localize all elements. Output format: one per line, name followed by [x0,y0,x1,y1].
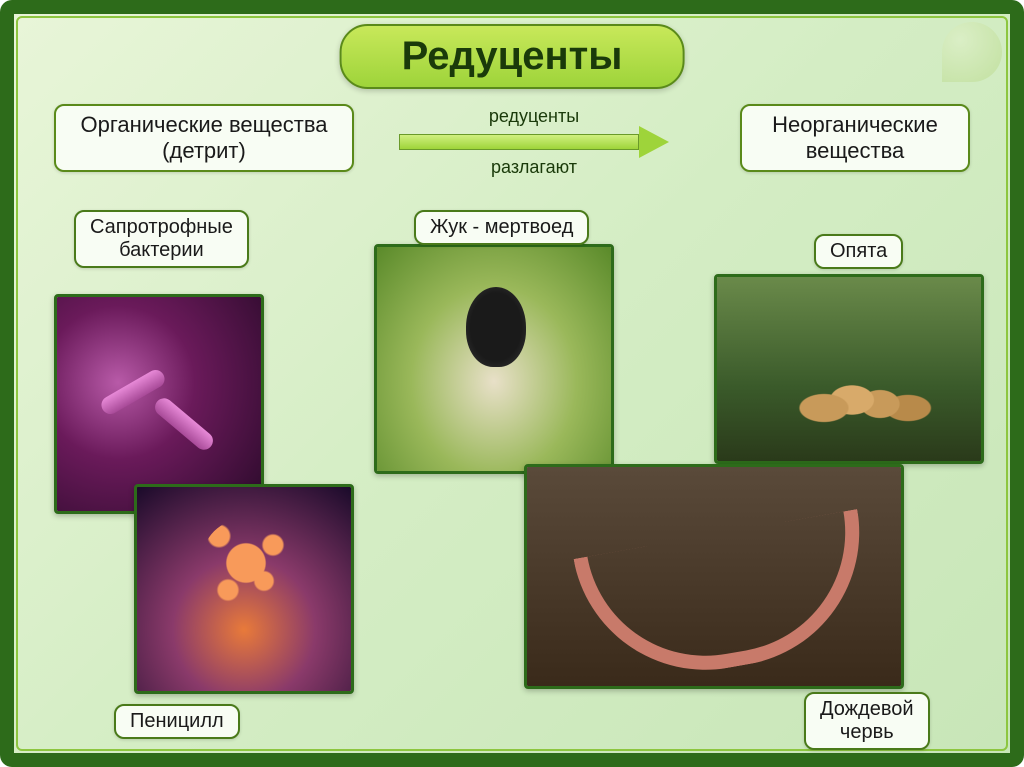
label-bacteria-line1: Сапротрофные [90,216,233,239]
label-bacteria-line2: бактерии [90,239,233,262]
bacteria-placeholder [57,297,261,511]
image-penicill [134,484,354,694]
beetle-placeholder [377,247,611,471]
mushroom-placeholder [717,277,981,461]
image-bacteria [54,294,264,514]
label-worm-line2: червь [820,721,914,744]
flow-right-line2: вещества [760,138,950,164]
flow-left-line1: Органические вещества [74,112,334,138]
flow-box-organic: Органические вещества (детрит) [54,104,354,172]
image-mushroom [714,274,984,464]
label-worm: Дождевой червь [804,692,930,750]
flow-right-line1: Неорганические [760,112,950,138]
flow-left-line2: (детрит) [74,138,334,164]
label-worm-line1: Дождевой [820,698,914,721]
image-beetle [374,244,614,474]
flow-box-inorganic: Неорганические вещества [740,104,970,172]
label-bacteria: Сапротрофные бактерии [74,210,249,268]
label-beetle: Жук - мертвоед [414,210,589,245]
arrow-shaft [399,134,639,150]
slide-title: Редуценты [340,24,685,89]
arrow-body [384,129,684,155]
slide-frame: Редуценты Органические вещества (детрит)… [0,0,1024,767]
arrow-head-icon [639,126,669,158]
corner-decoration [942,22,1002,82]
arrow-label-top: редуценты [384,106,684,127]
worm-placeholder [527,467,901,686]
image-worm [524,464,904,689]
label-penicill: Пеницилл [114,704,240,739]
label-mushroom: Опята [814,234,903,269]
flow-arrow: редуценты разлагают [384,106,684,178]
arrow-label-bottom: разлагают [384,157,684,178]
penicill-placeholder [137,487,351,691]
